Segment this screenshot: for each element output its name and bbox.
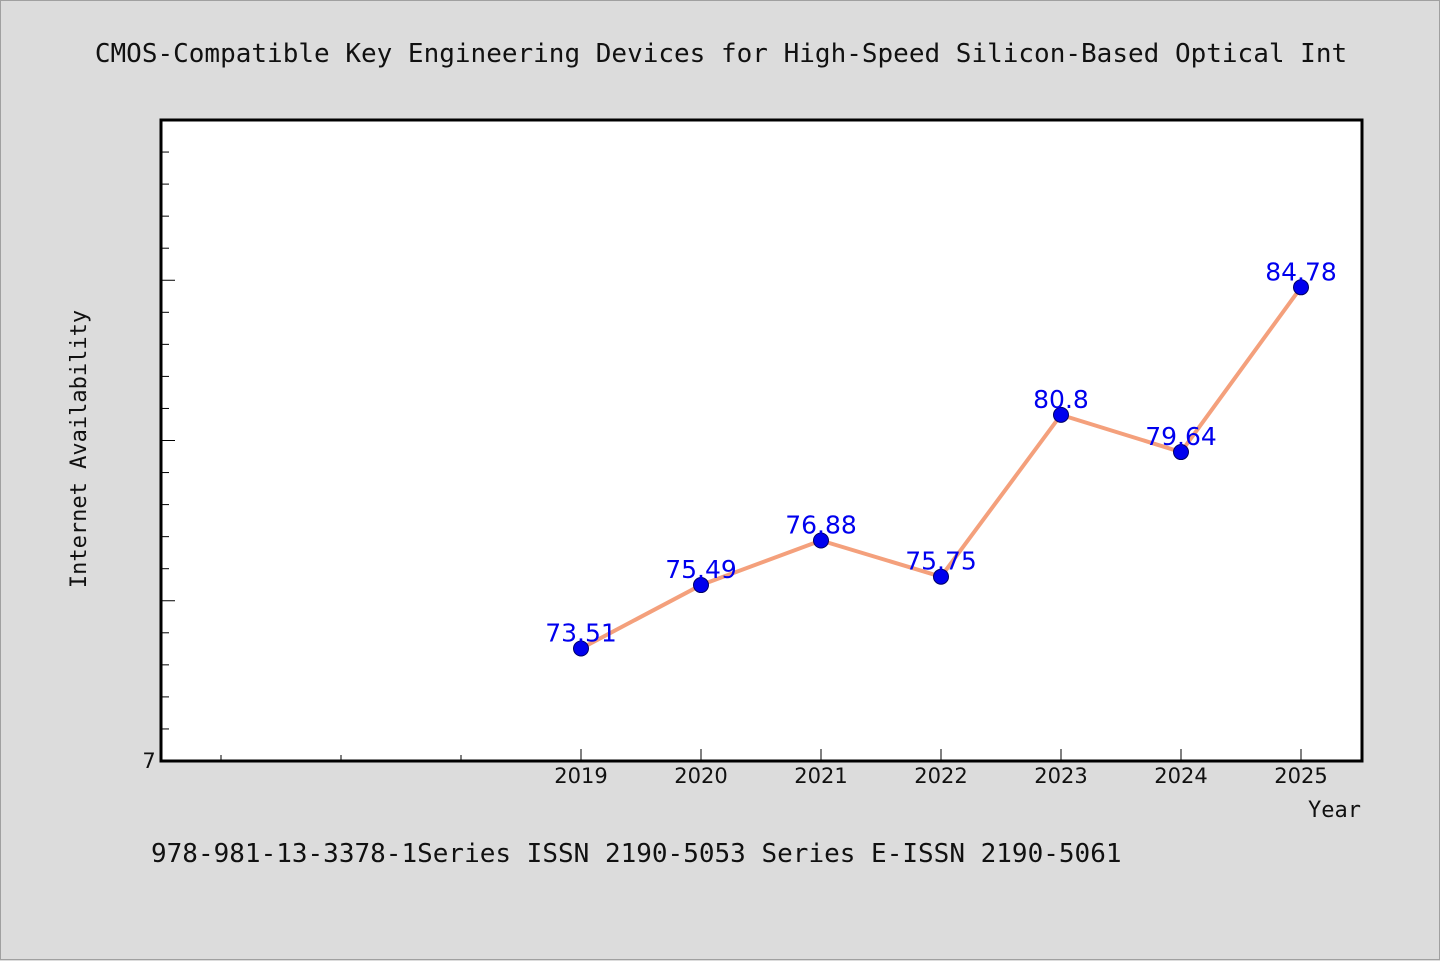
data-point [1053, 406, 1069, 423]
x-tick-label: 2019 [554, 764, 607, 788]
data-point [933, 568, 949, 585]
footer-text: 978-981-13-3378-1Series ISSN 2190-5053 S… [151, 839, 1122, 869]
data-point [1293, 279, 1309, 296]
data-point [693, 577, 709, 594]
data-label: 79.64 [1145, 422, 1217, 451]
data-label: 73.51 [545, 619, 617, 648]
x-axis-tick-labels: 2019 2020 2021 2022 2023 2024 2025 [554, 764, 1327, 788]
x-axis-minor-ticks [220, 749, 1302, 761]
data-label: 76.88 [785, 510, 857, 539]
y-axis-label: Internet Availability [67, 310, 92, 588]
plot-area [159, 118, 1364, 763]
data-label: 84.78 [1265, 257, 1337, 286]
data-label: 75.75 [905, 547, 977, 576]
data-label: 80.8 [1033, 385, 1089, 414]
y-tick-label: 7 [142, 749, 155, 773]
chart-title: CMOS-Compatible Key Engineering Devices … [95, 39, 1347, 69]
x-tick-label: 2022 [914, 764, 967, 788]
x-tick-label: 2024 [1154, 764, 1207, 788]
x-tick-label: 2025 [1274, 764, 1327, 788]
series-group: 73.51 75.49 76.88 75.75 80.8 79.64 84.78 [545, 257, 1337, 657]
x-tick-label: 2021 [794, 764, 847, 788]
data-point [813, 532, 829, 549]
y-axis-ticks [161, 151, 175, 730]
data-label: 75.49 [665, 555, 737, 584]
x-tick-label: 2023 [1034, 764, 1087, 788]
data-point [573, 640, 589, 657]
x-axis-label: Year [1308, 798, 1361, 823]
x-tick-label: 2020 [674, 764, 727, 788]
data-point [1173, 444, 1189, 461]
